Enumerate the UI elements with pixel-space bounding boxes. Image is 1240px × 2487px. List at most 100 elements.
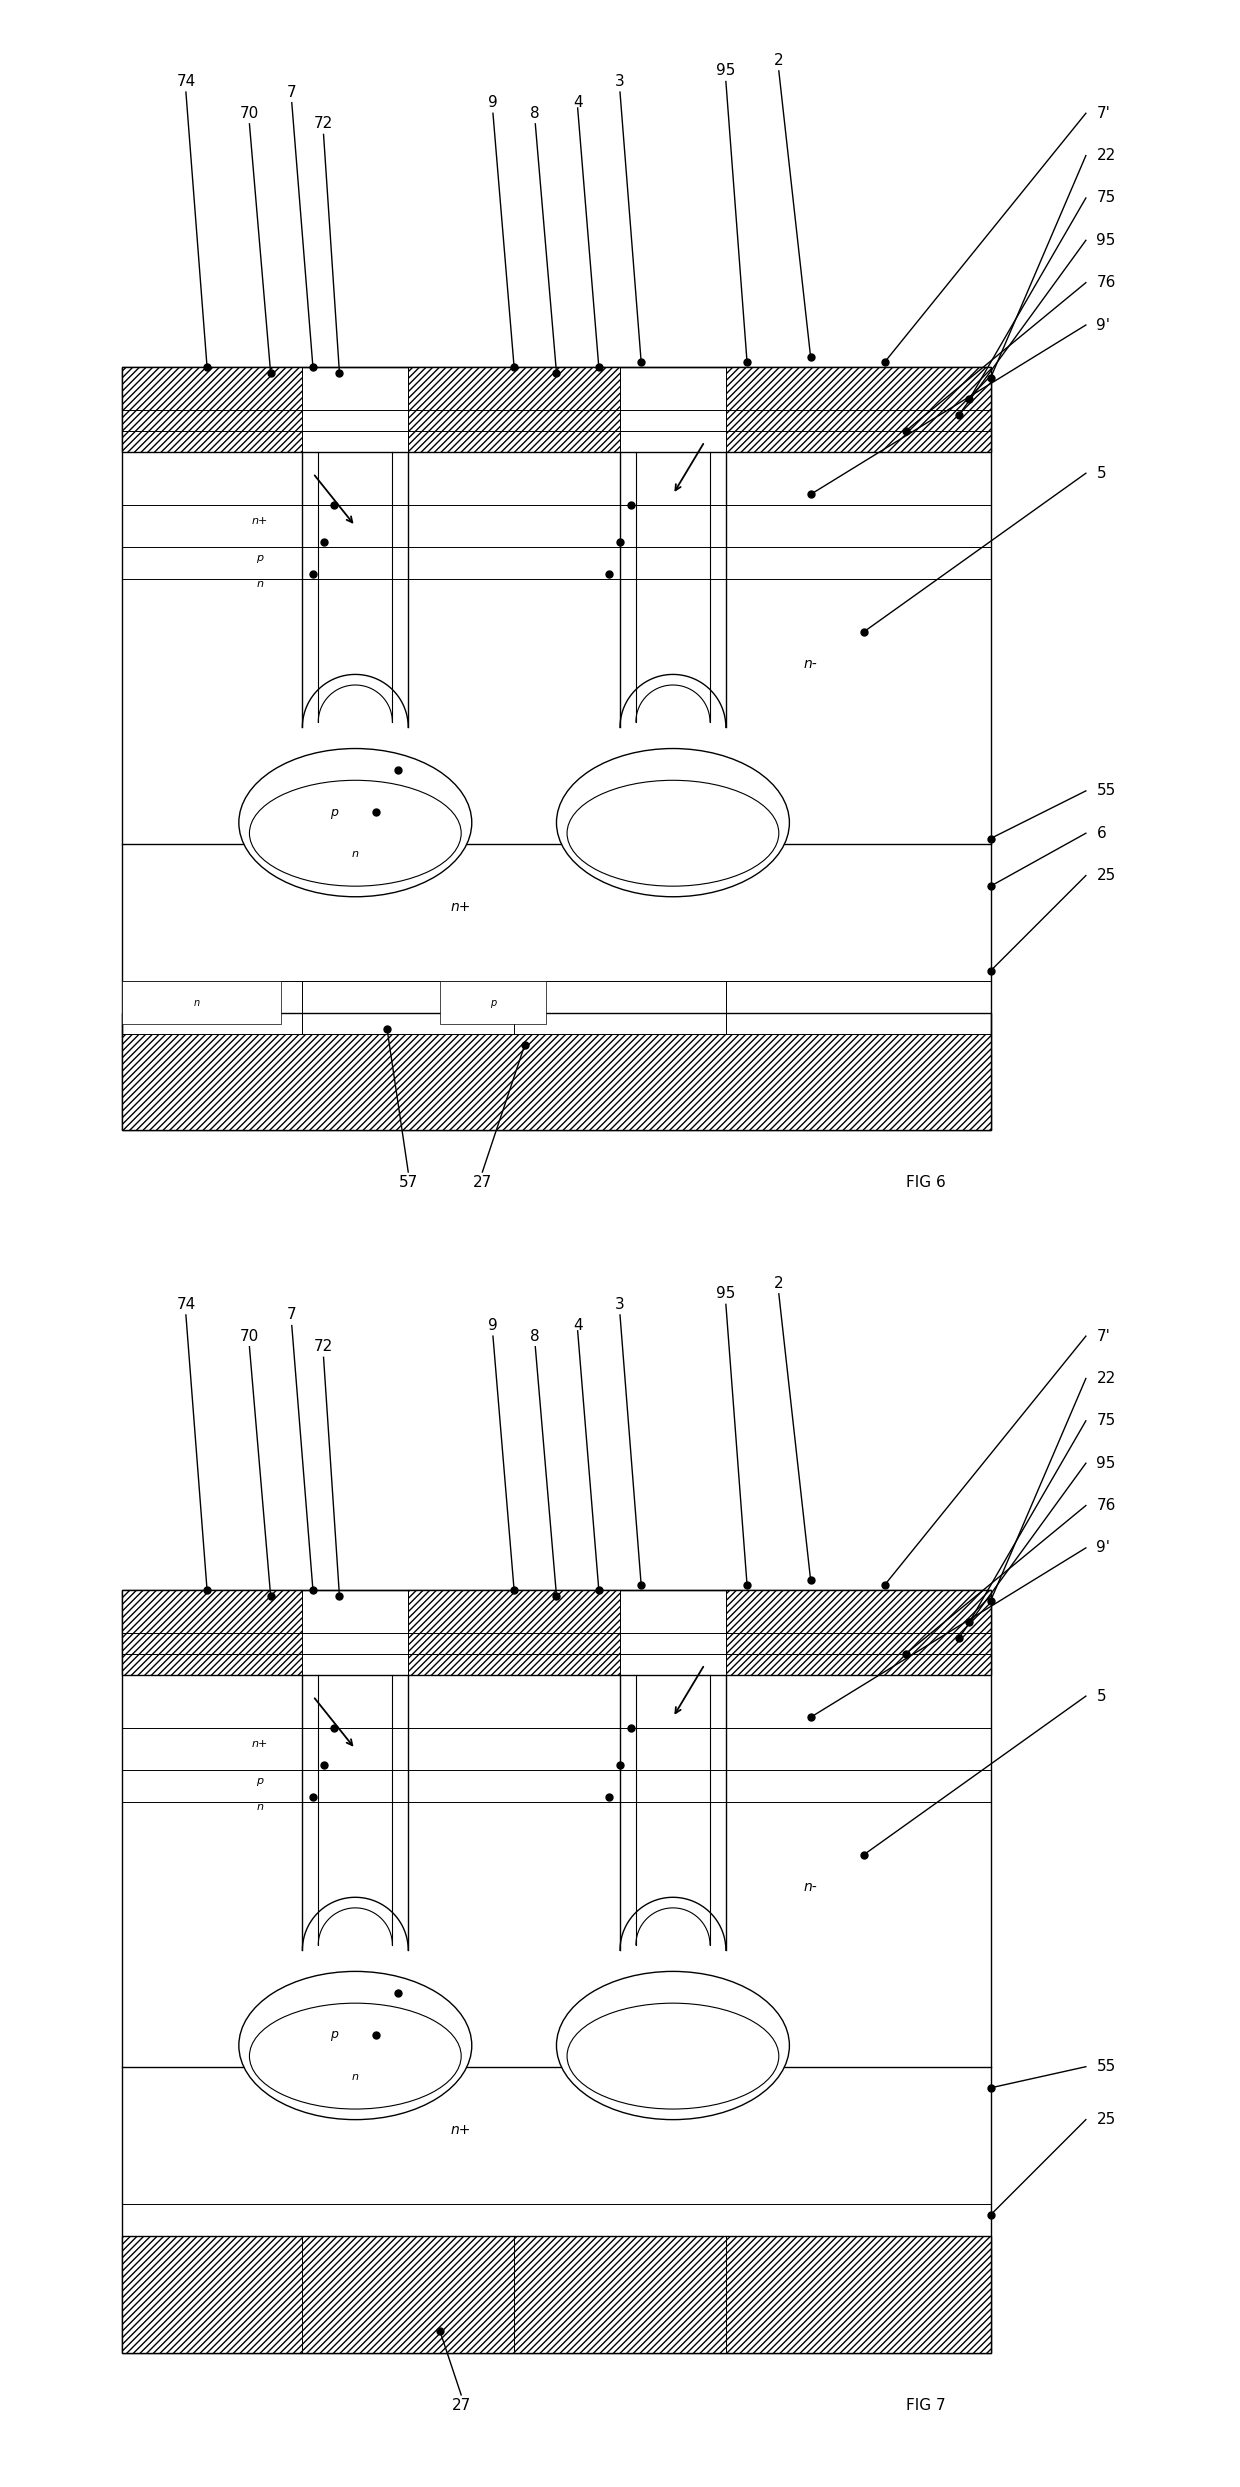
Point [631, 343, 651, 383]
Text: 70: 70 [239, 1328, 259, 1343]
Bar [725, 368, 991, 453]
Text: p: p [257, 1776, 264, 1786]
Point [589, 348, 609, 388]
Point [303, 1776, 322, 1816]
Text: n-: n- [804, 657, 817, 671]
Point [260, 1577, 280, 1617]
Point [589, 1569, 609, 1609]
Point [801, 475, 821, 515]
Ellipse shape [249, 2002, 461, 2109]
Text: 95: 95 [1096, 1455, 1116, 1470]
Point [737, 343, 756, 383]
Bar [123, 1589, 303, 1674]
Bar [123, 1589, 991, 1674]
Bar [408, 368, 620, 453]
Text: n-: n- [804, 1880, 817, 1893]
Bar [123, 1012, 991, 1129]
Text: n: n [352, 2072, 358, 2082]
Point [981, 1582, 1001, 1622]
Text: 76: 76 [1096, 1497, 1116, 1512]
Text: n: n [257, 579, 264, 589]
Point [610, 522, 630, 562]
Text: 22: 22 [1096, 1370, 1116, 1385]
Text: 7: 7 [286, 85, 296, 99]
Point [505, 1569, 525, 1609]
Point [949, 395, 968, 435]
Point [505, 348, 525, 388]
Text: n+: n+ [252, 1738, 268, 1748]
Text: 2: 2 [774, 52, 784, 67]
Text: 57: 57 [398, 1176, 418, 1191]
Text: 5: 5 [1096, 1689, 1106, 1704]
Text: 74: 74 [176, 75, 196, 90]
Point [981, 358, 1001, 398]
Point [324, 485, 343, 525]
Text: FIG 6: FIG 6 [906, 1176, 946, 1191]
Text: 4: 4 [573, 1318, 583, 1333]
Point [388, 749, 408, 788]
Point [949, 1619, 968, 1659]
Text: 55: 55 [1096, 783, 1116, 798]
Text: p: p [330, 806, 339, 818]
Text: 22: 22 [1096, 149, 1116, 164]
Point [737, 1564, 756, 1604]
Point [324, 1709, 343, 1748]
Point [599, 555, 619, 594]
Text: 95: 95 [717, 1286, 735, 1301]
Point [897, 410, 916, 450]
Text: 7: 7 [286, 1308, 296, 1323]
Ellipse shape [567, 781, 779, 885]
Text: 75: 75 [1096, 1413, 1116, 1428]
Text: n: n [352, 851, 358, 861]
Ellipse shape [567, 2002, 779, 2109]
Point [303, 348, 322, 388]
Point [874, 1564, 894, 1604]
Bar [123, 1589, 991, 2353]
Text: n+: n+ [451, 2124, 471, 2136]
Text: 72: 72 [314, 117, 334, 132]
Point [547, 353, 567, 393]
Point [547, 1577, 567, 1617]
Point [981, 2069, 1001, 2109]
Point [430, 2310, 450, 2350]
Point [599, 1776, 619, 1816]
Text: 74: 74 [176, 1296, 196, 1311]
Text: p: p [490, 997, 496, 1007]
Point [367, 2014, 387, 2054]
Point [621, 485, 641, 525]
Point [960, 378, 980, 418]
Bar [123, 982, 281, 1025]
Point [897, 1634, 916, 1674]
Text: 25: 25 [1096, 2111, 1116, 2126]
Point [303, 1569, 322, 1609]
Ellipse shape [557, 1972, 790, 2119]
Bar [123, 2236, 991, 2353]
Text: 9': 9' [1096, 1539, 1111, 1554]
Text: 95: 95 [717, 62, 735, 80]
Text: 27: 27 [472, 1176, 492, 1191]
Text: 2: 2 [774, 1276, 784, 1291]
Text: 95: 95 [1096, 234, 1116, 249]
Text: 75: 75 [1096, 191, 1116, 206]
Text: p: p [330, 2029, 339, 2042]
Text: FIG 7: FIG 7 [906, 2397, 945, 2412]
Text: 8: 8 [531, 107, 541, 122]
Point [960, 1602, 980, 1641]
Point [367, 793, 387, 833]
Text: 9: 9 [489, 1318, 497, 1333]
Bar [725, 1589, 991, 1674]
Text: 3: 3 [615, 75, 625, 90]
Text: 72: 72 [314, 1338, 334, 1355]
Point [303, 555, 322, 594]
Text: 5: 5 [1096, 465, 1106, 480]
Ellipse shape [239, 1972, 471, 2119]
Point [610, 1746, 630, 1786]
Point [377, 1010, 397, 1050]
Bar [123, 1035, 991, 1129]
Text: 76: 76 [1096, 276, 1116, 291]
Bar [440, 982, 546, 1025]
Point [388, 1972, 408, 2012]
Point [801, 1699, 821, 1738]
Text: n: n [193, 997, 200, 1007]
Point [197, 1569, 217, 1609]
